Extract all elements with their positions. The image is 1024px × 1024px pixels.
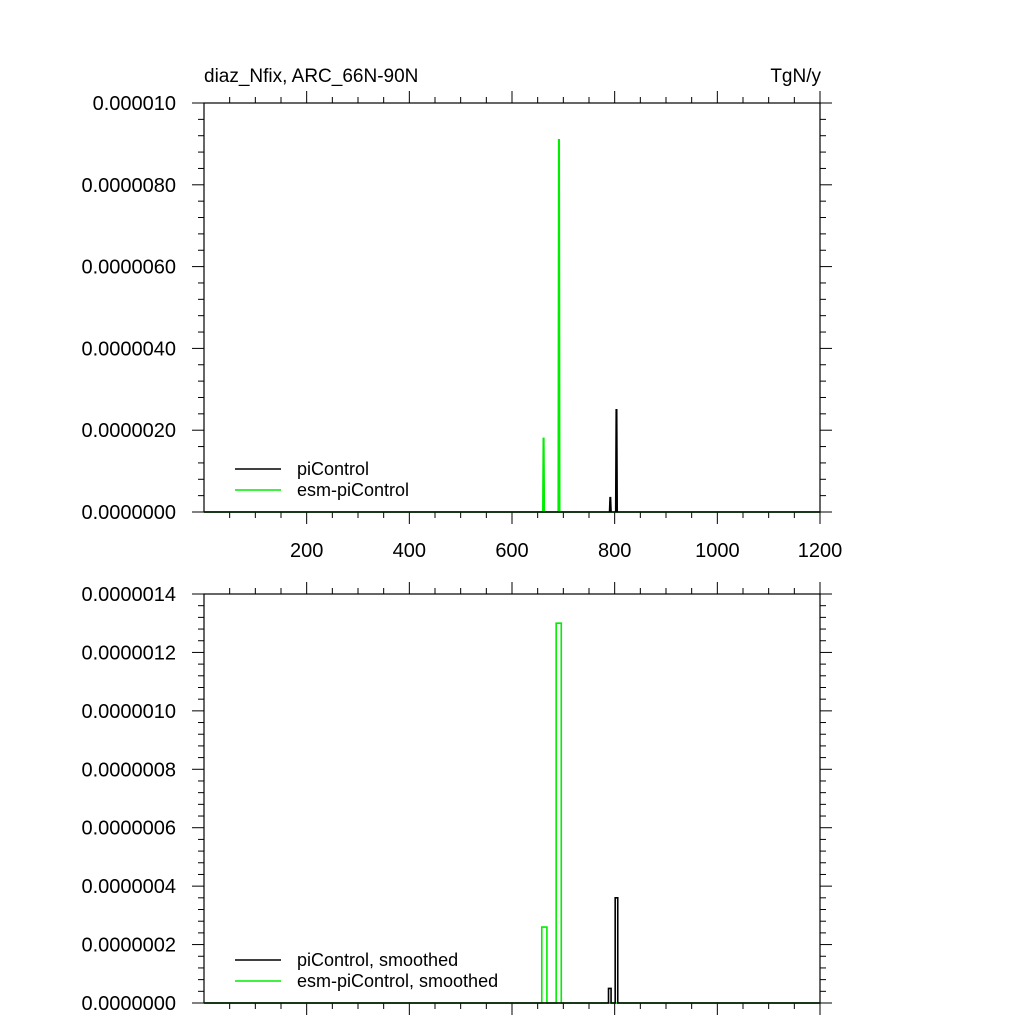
y-tick-label: 0.0000000 — [81, 502, 176, 524]
legend-label: piControl — [297, 459, 369, 479]
y-tick-label: 0.0000010 — [81, 701, 176, 723]
y-tick-label: 0.0000000 — [81, 993, 176, 1015]
y-tick-label: 0.000010 — [93, 93, 176, 115]
y-tick-label: 0.0000006 — [81, 818, 176, 840]
plot-frame — [203, 593, 821, 1004]
y-tick-label: 0.0000008 — [81, 759, 176, 781]
x-tick-label: 800 — [598, 540, 631, 562]
series-line-esm-picontrol-smoothed — [204, 622, 820, 1004]
legend-label: esm-piControl, smoothed — [297, 971, 498, 991]
y-tick-label: 0.0000002 — [81, 935, 176, 957]
x-tick-label: 1200 — [798, 540, 843, 562]
plot-frame — [203, 102, 821, 513]
y-tick-label: 0.0000012 — [81, 642, 176, 664]
units-label: TgN/y — [770, 66, 821, 87]
x-tick-label: 400 — [393, 540, 426, 562]
y-tick-label: 0.0000080 — [81, 175, 176, 197]
y-tick-label: 0.0000014 — [81, 584, 176, 606]
y-tick-label: 0.0000020 — [81, 420, 176, 442]
y-tick-label: 0.0000004 — [81, 876, 176, 898]
legend-label: piControl, smoothed — [297, 950, 458, 970]
chart-title: diaz_Nfix, ARC_66N-90N — [204, 66, 418, 87]
x-tick-label: 1000 — [695, 540, 740, 562]
series-line-picontrol — [204, 408, 820, 513]
series-line-picontrol-smoothed — [204, 897, 820, 1004]
y-tick-label: 0.0000060 — [81, 257, 176, 279]
legend-label: esm-piControl — [297, 480, 409, 500]
y-tick-label: 0.0000040 — [81, 338, 176, 360]
bottom-panel: 0.0000000 0.0000002 0.0000004 0.0000006 0.00… — [81, 582, 832, 1015]
x-tick-label: 200 — [290, 540, 323, 562]
top-panel: 200 400 600 800 1000 1200 0.0000000 0.0000020 0.… — [81, 91, 842, 562]
series-line-esm-picontrol — [204, 139, 820, 513]
x-tick-label: 600 — [495, 540, 528, 562]
